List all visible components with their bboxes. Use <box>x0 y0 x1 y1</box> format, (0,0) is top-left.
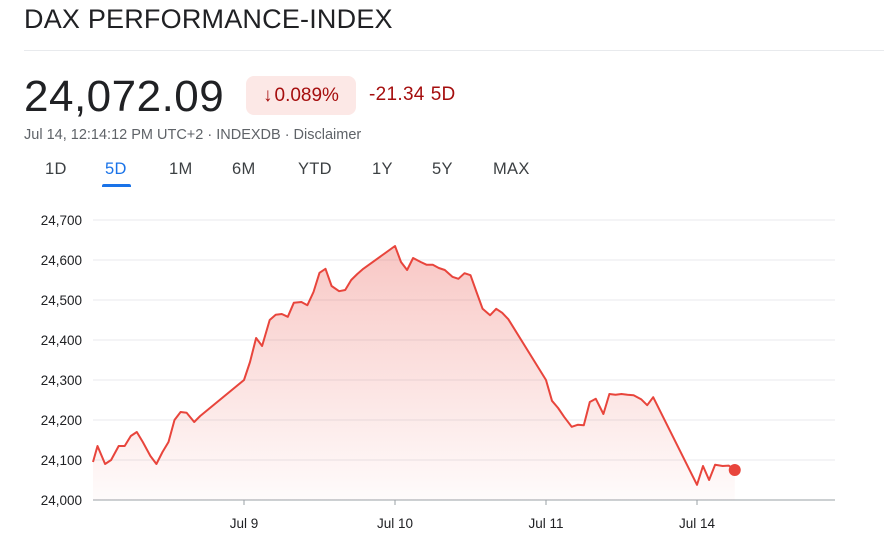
x-tick-label: Jul 9 <box>230 516 259 531</box>
price-chart: 24,000 24,100 24,200 24,300 24,400 24,500 24,6… <box>41 213 835 531</box>
y-tick-label: 24,400 <box>41 333 82 348</box>
current-price: 24,072.09 <box>24 72 225 121</box>
y-tick-label: 24,200 <box>41 413 82 428</box>
y-tick-label: 24,700 <box>41 213 82 228</box>
x-tick-label: Jul 10 <box>377 516 413 531</box>
x-tick-label: Jul 14 <box>679 516 716 531</box>
current-price-marker <box>728 464 741 476</box>
tab-6m[interactable]: 6M <box>232 160 256 178</box>
y-tick-label: 24,000 <box>41 493 82 508</box>
tab-max[interactable]: MAX <box>493 160 530 178</box>
change-percent: 0.089% <box>274 84 339 106</box>
change-absolute-value: -21.34 <box>369 84 425 105</box>
quote-meta: Jul 14, 12:14:12 PM UTC+2 · INDEXDB · Di… <box>24 127 362 143</box>
y-tick-label: 24,300 <box>41 373 82 388</box>
change-period: 5D <box>430 84 456 105</box>
active-tab-indicator <box>102 184 131 187</box>
x-tick-label: Jul 11 <box>528 516 563 531</box>
tab-1d[interactable]: 1D <box>45 160 67 178</box>
x-axis: Jul 9 Jul 10 Jul 11 Jul 14 <box>230 500 716 531</box>
tab-5d[interactable]: 5D <box>105 160 127 178</box>
tab-ytd[interactable]: YTD <box>298 160 332 178</box>
y-tick-label: 24,500 <box>41 293 82 308</box>
tab-1m[interactable]: 1M <box>169 160 193 178</box>
arrow-down-icon: ↓ <box>263 84 273 106</box>
y-axis: 24,000 24,100 24,200 24,300 24,400 24,500 24,6… <box>41 213 82 508</box>
change-percent-badge: ↓ 0.089% <box>246 76 356 115</box>
change-absolute: -21.34 5D <box>369 84 456 106</box>
price-area <box>93 246 735 500</box>
page-title: DAX PERFORMANCE-INDEX <box>24 4 393 34</box>
y-tick-label: 24,600 <box>41 253 82 268</box>
tab-1y[interactable]: 1Y <box>372 160 393 178</box>
header-divider <box>24 50 884 51</box>
y-tick-label: 24,100 <box>41 453 82 468</box>
tab-5y[interactable]: 5Y <box>432 160 453 178</box>
range-tabs: 1D 5D 1M 6M YTD 1Y 5Y MAX <box>0 160 600 190</box>
price-line <box>92 245 736 486</box>
